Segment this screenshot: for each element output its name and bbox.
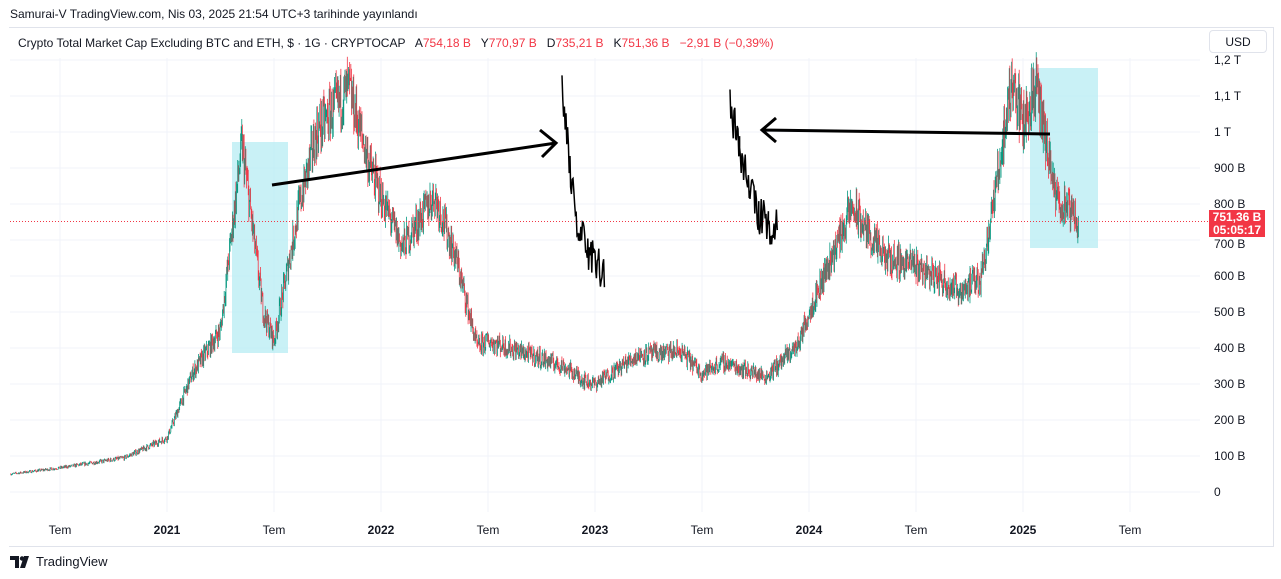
- low-label: D: [546, 36, 556, 50]
- x-tick-label: Tem: [477, 523, 500, 537]
- tradingview-logo[interactable]: TradingView: [10, 554, 108, 569]
- close-value: 751,36 B: [621, 36, 670, 50]
- y-tick-label: 1,1 T: [1214, 89, 1242, 103]
- open-label: A: [414, 36, 423, 50]
- trend-arrow: [271, 128, 559, 187]
- last-price-value: 751,36 B: [1212, 210, 1262, 224]
- x-tick-label: 2024: [796, 523, 823, 537]
- projection-drawing: [729, 89, 779, 245]
- y-tick-label: 600 B: [1214, 269, 1245, 283]
- x-tick-label: 2025: [1010, 523, 1037, 537]
- x-tick-label: 2023: [582, 523, 609, 537]
- y-tick-label: 900 B: [1214, 161, 1245, 175]
- y-tick-label: 800 B: [1214, 197, 1245, 211]
- y-tick-label: 700 B: [1214, 237, 1245, 251]
- last-price-label: 751,36 B 05:05:17: [1209, 210, 1265, 237]
- y-tick-label: 300 B: [1214, 377, 1245, 391]
- y-tick-label: 100 B: [1214, 449, 1245, 463]
- y-tick-label: 1 T: [1214, 125, 1232, 139]
- candles: [10, 52, 1079, 476]
- x-tick-label: Tem: [263, 523, 286, 537]
- y-tick-label: 200 B: [1214, 413, 1245, 427]
- x-tick-label: Tem: [49, 523, 72, 537]
- projection-drawing: [561, 75, 606, 288]
- symbol-title: Crypto Total Market Cap Excluding BTC an…: [18, 36, 406, 50]
- y-tick-label: 400 B: [1214, 341, 1245, 355]
- high-label: Y: [480, 36, 489, 50]
- high-value: 770,97 B: [488, 36, 537, 50]
- chart-frame: [9, 27, 1274, 547]
- trend-arrow: [759, 116, 1051, 144]
- x-tick-label: 2022: [368, 523, 395, 537]
- close-label: K: [613, 36, 622, 50]
- bar-countdown: 05:05:17: [1212, 223, 1262, 237]
- published-note: Samurai-V TradingView.com, Nis 03, 2025 …: [10, 7, 418, 21]
- y-tick-label: 500 B: [1214, 305, 1245, 319]
- y-tick-label: 0: [1214, 485, 1221, 499]
- tradingview-logo-icon: [10, 555, 29, 568]
- y-tick-label: 1,2 T: [1214, 53, 1242, 67]
- x-tick-label: 2021: [154, 523, 181, 537]
- symbol-legend: Crypto Total Market Cap Excluding BTC an…: [18, 36, 774, 50]
- change-value: −2,91 B (−0,39%): [679, 36, 774, 50]
- x-tick-label: Tem: [1119, 523, 1142, 537]
- x-tick-label: Tem: [905, 523, 928, 537]
- brand-name: TradingView: [36, 554, 108, 569]
- low-value: 735,21 B: [555, 36, 604, 50]
- currency-button[interactable]: USD: [1209, 30, 1267, 53]
- x-tick-label: Tem: [691, 523, 714, 537]
- open-value: 754,18 B: [422, 36, 471, 50]
